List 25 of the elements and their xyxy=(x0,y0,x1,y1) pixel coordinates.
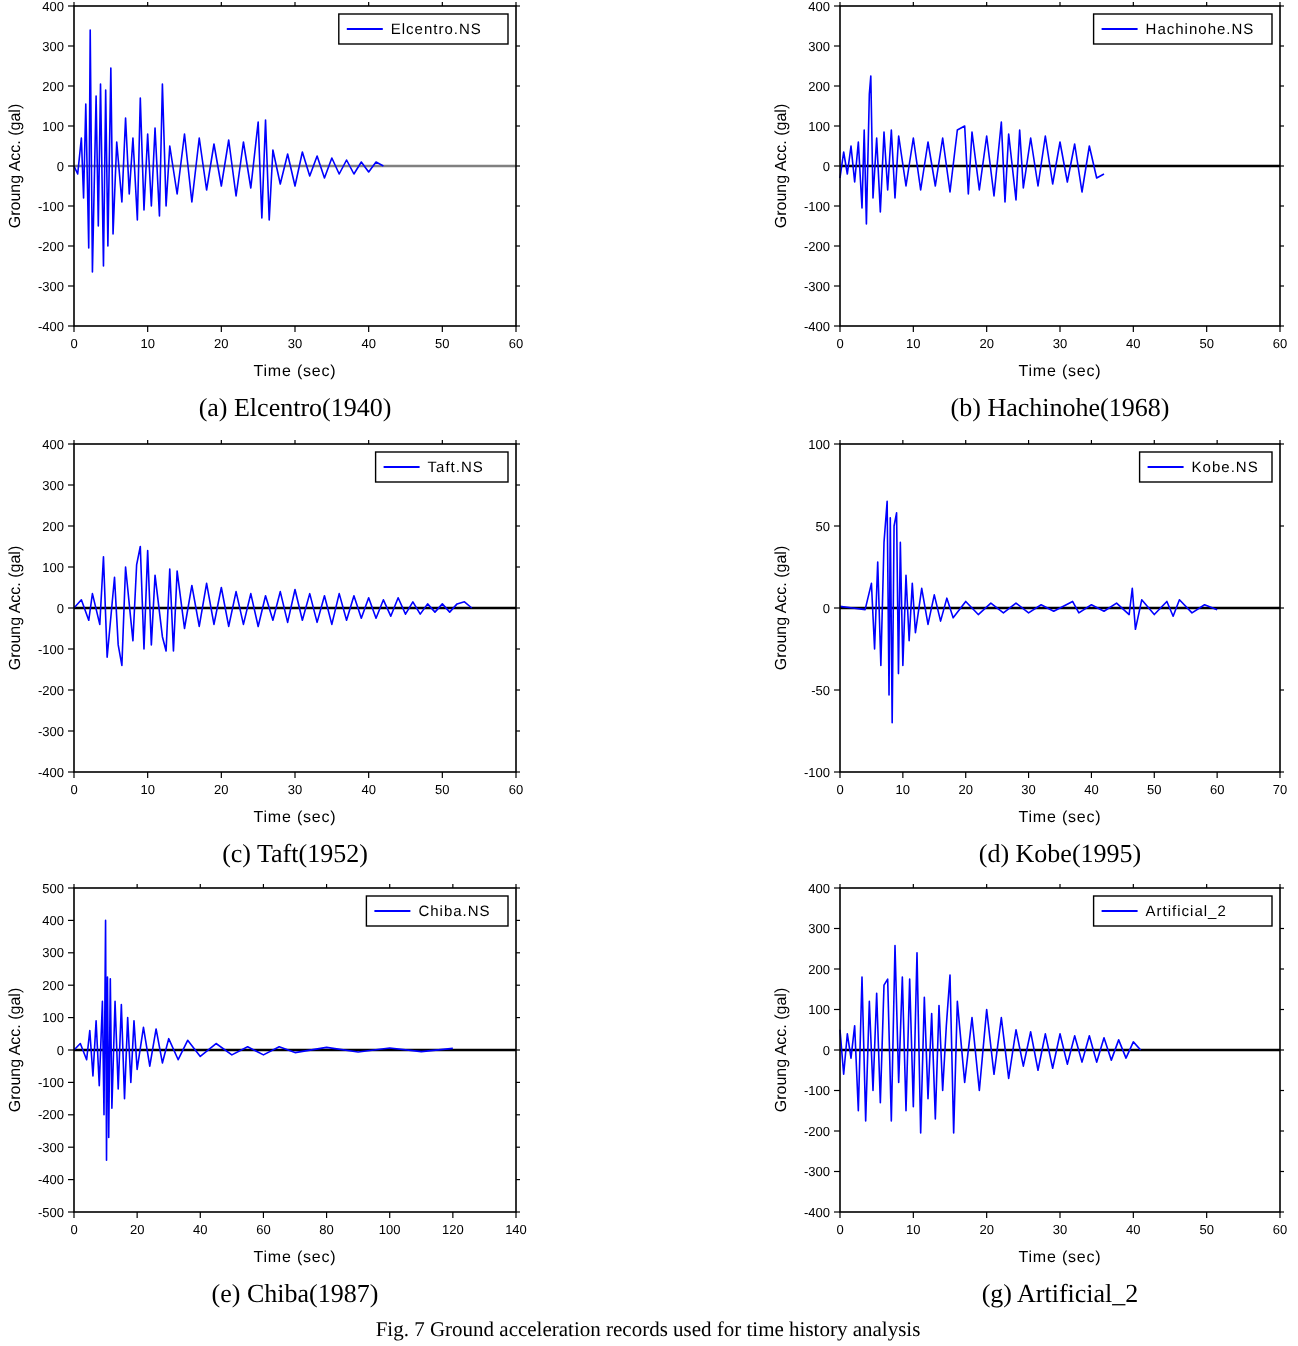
line-series xyxy=(839,500,1218,724)
y-axis-title: Groung Acc. (gal) xyxy=(772,545,790,671)
text: (g) Artificial_2 xyxy=(981,1278,1139,1308)
y-axis-title: Groung Acc. (gal) xyxy=(772,987,790,1113)
line-series xyxy=(73,919,454,1161)
line-series xyxy=(839,75,1105,225)
caption: Fig. 7 Ground acceleration records used for time history analysis xyxy=(375,1320,921,1342)
line-series xyxy=(73,29,385,273)
y-axis-title: Groung Acc. (gal) xyxy=(6,987,24,1113)
text: (d) Kobe(1995) xyxy=(978,838,1142,868)
x-axis-title: Time (sec) xyxy=(253,1248,337,1266)
x-axis-title: Time (sec) xyxy=(253,362,337,380)
x-axis-title: Time (sec) xyxy=(253,808,337,826)
x-axis-title: Time (sec) xyxy=(1018,1248,1102,1266)
y-axis-title: Groung Acc. (gal) xyxy=(772,103,790,229)
text: (c) Taft(1952) xyxy=(222,838,368,868)
text: (e) Chiba(1987) xyxy=(211,1278,379,1308)
text: (b) Hachinohe(1968) xyxy=(950,392,1170,422)
line-series xyxy=(839,944,1142,1134)
y-axis-title: Groung Acc. (gal) xyxy=(6,103,24,229)
x-axis-title: Time (sec) xyxy=(1018,808,1102,826)
line-series xyxy=(73,545,473,667)
x-axis-title: Time (sec) xyxy=(1018,362,1102,380)
y-axis-title: Groung Acc. (gal) xyxy=(6,545,24,671)
text: (a) Elcentro(1940) xyxy=(198,392,392,422)
